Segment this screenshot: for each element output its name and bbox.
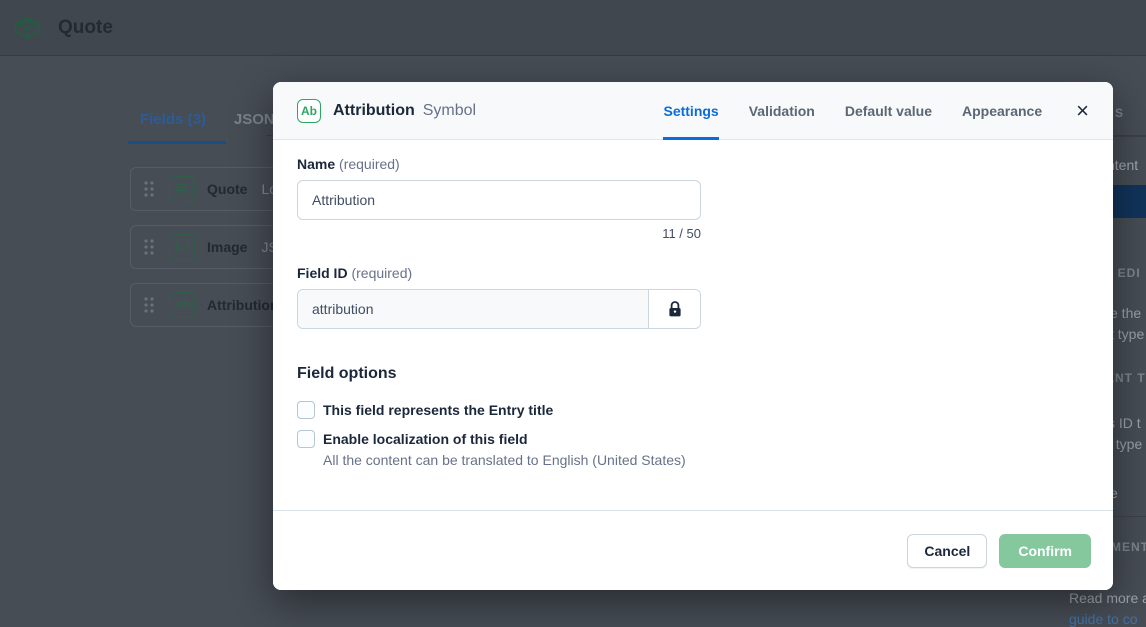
field-settings-dialog: Ab Attribution Symbol Settings Validatio… xyxy=(273,82,1113,590)
sidebar-text-fragment: t type xyxy=(1108,436,1143,452)
content-type-box-icon xyxy=(15,16,39,39)
app-header: Quote xyxy=(0,0,1146,56)
name-label-text: Name xyxy=(297,156,336,172)
option-entry-title: This field represents the Entry title xyxy=(297,401,1089,419)
tab-validation[interactable]: Validation xyxy=(748,102,815,119)
content-tabs: Fields (3) JSON xyxy=(140,111,275,128)
long-text-icon xyxy=(169,176,195,202)
dialog-title: Attribution xyxy=(333,101,415,119)
sidebar-tab-fragment: S xyxy=(1115,106,1125,120)
json-object-icon: {..} xyxy=(169,234,195,260)
sidebar-section-heading-fragment: ENT T xyxy=(1106,371,1146,385)
sidebar-guide-link[interactable]: guide to co xyxy=(1069,611,1138,627)
lock-icon xyxy=(668,301,681,317)
field-name: Attribution xyxy=(207,297,279,313)
tab-appearance[interactable]: Appearance xyxy=(961,102,1043,119)
char-counter: 11 / 50 xyxy=(662,226,701,241)
short-text-icon: Ab xyxy=(169,292,195,318)
drag-handle-icon[interactable] xyxy=(143,180,155,198)
field-id-label-text: Field ID xyxy=(297,265,348,281)
dialog-header: Ab Attribution Symbol Settings Validatio… xyxy=(273,82,1113,140)
field-name: Quote xyxy=(207,181,248,197)
symbol-field-icon: Ab xyxy=(297,98,321,123)
option-localization: Enable localization of this field xyxy=(297,430,1089,448)
sidebar-text-fragment: t type xyxy=(1110,326,1145,342)
active-tab-underline xyxy=(128,141,226,144)
tab-settings[interactable]: Settings xyxy=(663,82,719,140)
localization-helper-text: All the content can be translated to Eng… xyxy=(323,452,686,468)
field-options-heading: Field options xyxy=(297,365,397,382)
required-note: (required) xyxy=(339,156,400,172)
close-icon[interactable]: × xyxy=(1076,97,1089,123)
entry-title-checkbox[interactable] xyxy=(297,401,315,419)
dialog-tabs: Settings Validation Default value Appear… xyxy=(663,82,1042,140)
dialog-body: Name (required) 11 / 50 Field ID (requir… xyxy=(273,140,1113,468)
field-name: Image xyxy=(207,239,248,255)
drag-handle-icon[interactable] xyxy=(143,238,155,256)
tab-fields[interactable]: Fields (3) xyxy=(140,111,206,128)
tab-json-preview[interactable]: JSON xyxy=(233,111,275,128)
field-id-group xyxy=(297,289,701,329)
confirm-button[interactable]: Confirm xyxy=(999,533,1091,568)
sidebar-text-fragment: ntent xyxy=(1107,157,1139,173)
dialog-footer: Cancel Confirm xyxy=(273,510,1113,590)
sidebar-readmore-fragment: Read more a xyxy=(1069,590,1146,606)
cancel-button[interactable]: Cancel xyxy=(907,533,988,568)
dialog-subtitle: Symbol xyxy=(422,101,477,119)
page-title: Quote xyxy=(58,16,113,38)
option-label: Enable localization of this field xyxy=(323,431,528,447)
field-id-label: Field ID (required) xyxy=(297,265,1089,281)
name-input[interactable] xyxy=(297,180,701,220)
sidebar-text-fragment: s ID t xyxy=(1108,415,1141,431)
required-note: (required) xyxy=(351,265,413,281)
lock-button[interactable] xyxy=(648,290,700,328)
sidebar-value-fragment: e xyxy=(1110,485,1118,501)
localization-checkbox[interactable] xyxy=(297,430,315,448)
field-id-input[interactable] xyxy=(298,290,648,328)
drag-handle-icon[interactable] xyxy=(143,296,155,314)
sidebar-section-heading-fragment: T EDI xyxy=(1105,266,1141,280)
sidebar-text-fragment: e the xyxy=(1110,305,1142,321)
sidebar-section-heading-fragment: MENT xyxy=(1111,540,1146,554)
option-label: This field represents the Entry title xyxy=(323,402,554,418)
tab-default-value[interactable]: Default value xyxy=(844,102,932,119)
name-label: Name (required) xyxy=(297,156,1089,172)
